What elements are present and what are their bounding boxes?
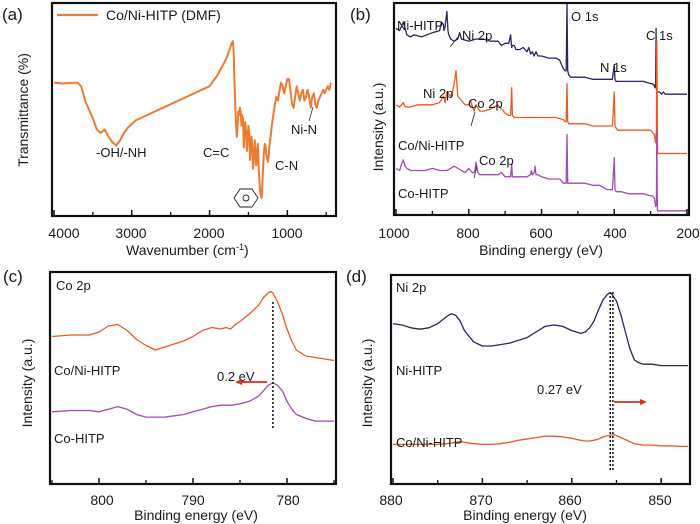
panel-c-xtick-label-780: 780	[276, 492, 300, 508]
series-line-ni-hitp	[392, 292, 688, 367]
panel-b-xtick-label-200: 200	[676, 225, 700, 241]
shift-label-0-27-ev: 0.27 eV	[537, 382, 582, 397]
series-label-ni-hitp-d: Ni-HITP	[396, 363, 442, 378]
panel-b-y-axis-title: Intensity (a.u.)	[370, 83, 386, 172]
annotation-c-n: C-N	[275, 158, 298, 173]
series-line-co-ni-hitp	[51, 290, 335, 362]
series-line-ni-hitp	[395, 2, 687, 95]
panel-d-xtick-label-880: 880	[379, 492, 403, 508]
panel-a-x-axis-title: Wavenumber (cm-1)	[126, 242, 249, 258]
panel-d-plot-area	[392, 292, 688, 470]
panel-b-frame	[392, 1, 691, 217]
annotation-ni-2p-leader	[449, 36, 459, 48]
series-label-co-hitp-c: Co-HITP	[54, 431, 105, 446]
series-label-co-ni-hitp: Co/Ni-HITP	[398, 138, 464, 153]
annotation-co-2p-co-hitp: Co 2p	[479, 153, 514, 168]
series-label-co-hitp: Co-HITP	[398, 186, 449, 201]
panel-a-x-ticks	[53, 210, 327, 216]
panel-d-xtick-label-870: 870	[469, 492, 493, 508]
panel-b-xtick-label-1000: 1000	[378, 225, 409, 241]
panel-c-x-axis-title: Binding energy (eV)	[134, 507, 258, 523]
panel-b-xtick-label-600: 600	[529, 225, 553, 241]
panel-a-plot-area	[53, 40, 332, 199]
panel-d-title-ni-2p: Ni 2p	[396, 280, 426, 295]
annotation-co-2p-co-ni-hitp: Co 2p	[468, 96, 503, 111]
panel-a-y-axis-title: Transmittance (%)	[15, 53, 31, 167]
panel-c-xtick-label-800: 800	[90, 492, 114, 508]
panel-b-xtick-label-400: 400	[603, 225, 627, 241]
panel-d-xtick-label-850: 850	[648, 492, 672, 508]
panel-d-x-axis-title: Binding energy (eV)	[463, 507, 587, 523]
shift-label-0-2-ev: 0.2 eV	[217, 369, 255, 384]
annotation-ni-n: Ni-N	[291, 122, 317, 137]
shift-arrow-left	[235, 379, 267, 385]
annotation-n-1s: N 1s	[600, 60, 627, 75]
panel-c-plot-area	[51, 290, 335, 430]
annotation-o-1s: O 1s	[571, 9, 599, 24]
annotation-ni-2p-co-ni-hitp: Ni 2p	[423, 86, 453, 101]
series-label-co-ni-hitp-c: Co/Ni-HITP	[54, 363, 120, 378]
panel-b-plot-area	[395, 2, 687, 212]
panel-d-y-axis-title: Intensity (a.u.)	[359, 339, 375, 428]
panel-b: (b) Ni-HITP Ni 2p O 1s C 1s N 1s Ni 2p C…	[350, 1, 700, 258]
series-line-co-ni-hitp	[393, 434, 688, 448]
panel-label-d: (d)	[346, 267, 367, 286]
panel-d-x-ticks	[392, 478, 662, 484]
panel-label-c: (c)	[3, 267, 23, 286]
annotation-co-2p-leader-1	[470, 111, 476, 127]
annotation-ni-n-leader	[308, 106, 314, 122]
panel-a-legend: Co/Ni-HITP (DMF)	[57, 7, 221, 23]
panel-c-y-axis-title: Intensity (a.u.)	[19, 339, 35, 428]
annotation-oh-nh: -OH/-NH	[96, 145, 147, 160]
panel-a-xtick-label-4000: 4000	[48, 225, 79, 241]
series-label-co-ni-hitp-d: Co/Ni-HITP	[396, 435, 462, 450]
panel-a-xtick-label-1000: 1000	[271, 225, 302, 241]
annotation-c-c-double: C=C	[203, 145, 229, 160]
series-line-co-hitp	[395, 129, 687, 212]
panel-c-frame	[48, 270, 338, 486]
panel-d-xtick-label-860: 860	[558, 492, 582, 508]
annotation-co-2p-leader-2	[473, 165, 478, 179]
panel-label-a: (a)	[2, 5, 23, 24]
panel-a-frame	[50, 1, 338, 218]
panel-b-x-axis-title: Binding energy (eV)	[479, 242, 603, 258]
series-line-co-ni-hitp	[395, 40, 687, 155]
annotation-c-1s: C 1s	[646, 28, 673, 43]
series-label-ni-hitp: Ni-HITP	[397, 18, 443, 33]
panel-d-frame	[389, 273, 692, 486]
panel-a-xtick-label-3000: 3000	[115, 225, 146, 241]
panel-c-x-ticks	[51, 478, 335, 484]
legend-label-co-ni-hitp-dmf: Co/Ni-HITP (DMF)	[106, 7, 221, 23]
panel-label-b: (b)	[350, 5, 371, 24]
shift-arrow-right	[614, 399, 647, 405]
panel-c-title-co-2p: Co 2p	[56, 278, 91, 293]
panel-b-xtick-label-800: 800	[456, 225, 480, 241]
series-line-co-hitp	[51, 382, 334, 422]
panel-d: (d) Ni 2p Ni-HITP Co/Ni-HITP 0.27 eV 880…	[346, 267, 692, 523]
annotation-ni-2p-ni-hitp: Ni 2p	[462, 28, 492, 43]
panel-a: (a) Co/Ni-HITP (DMF) -OH/-NH C=C C-N Ni-…	[2, 1, 338, 258]
panel-a-xtick-label-2000: 2000	[193, 225, 224, 241]
series-line-co-ni-hitp-dmf	[53, 40, 332, 199]
panel-c: (c) Co 2p Co/Ni-HITP Co-HITP 0.2 eV 800 …	[3, 267, 338, 523]
panel-b-x-ticks	[395, 209, 688, 215]
panel-c-xtick-label-790: 790	[181, 492, 205, 508]
benzene-ring-icon	[233, 188, 259, 208]
